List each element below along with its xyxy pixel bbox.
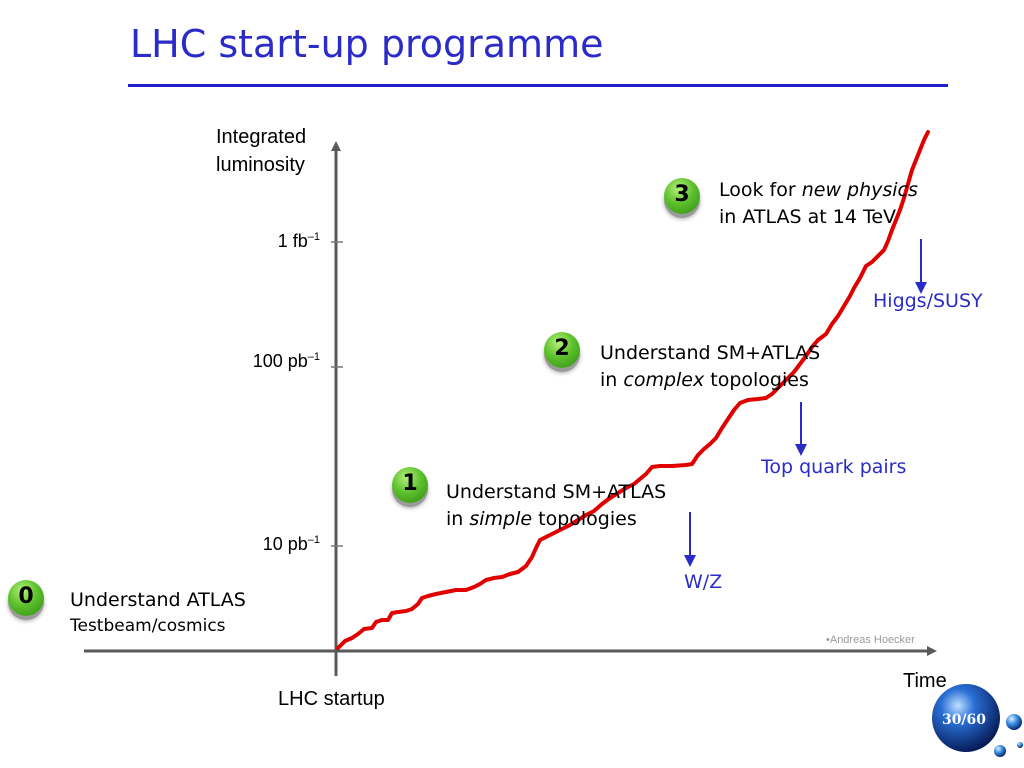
step-0-badge: 0 [8,580,44,616]
top-quark-note: Top quark pairs [761,456,907,478]
page-number: 30/60 [941,712,987,728]
tick-label-1fb: 1 fb–1 [277,231,320,251]
higgs-susy-note: Higgs/SUSY [873,290,983,312]
step-0-line2: Testbeam/cosmics [70,616,226,636]
step-3-badge: 3 [664,178,700,214]
globe-logo [932,684,1023,757]
step-3-line2: in ATLAS at 14 TeV [719,206,897,228]
x-axis-label: Time [903,670,947,692]
y-axis-label-line2: luminosity [216,154,305,176]
step-3-line1: Look for new physics [719,179,918,201]
wz-note: W/Z [684,571,723,593]
step-1-line1: Understand SM+ATLAS [446,481,667,503]
title-underline [128,84,948,87]
step-2-badge: 2 [544,332,580,368]
step-2-line2: in complex topologies [600,369,809,391]
luminosity-curve [336,130,930,650]
author-credit: •Andreas Hoecker [826,634,915,646]
tick-label-100pb: 100 pb–1 [252,351,320,371]
tick-label-10pb: 10 pb–1 [262,534,320,554]
step-1-line2: in simple topologies [446,508,637,530]
step-1-badge: 1 [392,467,428,503]
slide-title: LHC start-up programme [130,22,604,66]
step-0-line1: Understand ATLAS [70,589,246,611]
y-axis-label-line1: Integrated [216,126,307,148]
step-2-line1: Understand SM+ATLAS [600,342,821,364]
origin-label: LHC startup [278,688,385,710]
